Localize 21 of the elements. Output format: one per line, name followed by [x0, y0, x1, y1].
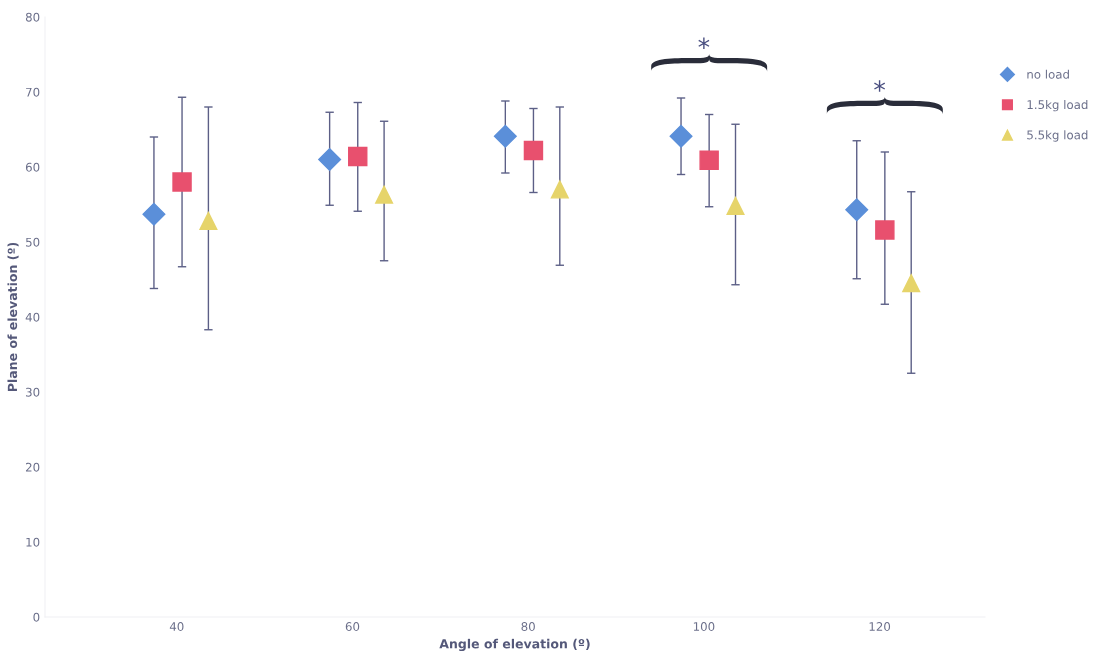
- x-tick-label: 120: [869, 622, 891, 631]
- y-tick-label: 50: [26, 237, 40, 247]
- x-tick-label: 80: [521, 622, 535, 631]
- x-axis-title: Angle of elevation (º): [439, 638, 590, 652]
- y-tick-label: 40: [25, 312, 40, 322]
- legend-label: 5.5kg load: [1027, 130, 1088, 142]
- x-tick-label: 60: [345, 622, 360, 631]
- x-tick-label: 100: [693, 622, 715, 631]
- y-tick-label: 80: [25, 12, 40, 22]
- y-tick-label: 30: [26, 387, 40, 397]
- annotation: *: [698, 37, 710, 49]
- annotation: *: [874, 80, 886, 92]
- y-tick-label: 10: [26, 537, 40, 547]
- legend-label: no load: [1027, 69, 1069, 79]
- y-tick-label: 0: [33, 612, 40, 622]
- x-tick-label: 40: [169, 622, 184, 631]
- y-axis-title: Plane of elevation (º): [7, 242, 19, 392]
- legend-label: 1.5kg load: [1027, 99, 1088, 112]
- y-tick-label: 60: [25, 162, 40, 172]
- y-tick-label: 20: [25, 462, 40, 472]
- y-tick-label: 70: [26, 87, 40, 97]
